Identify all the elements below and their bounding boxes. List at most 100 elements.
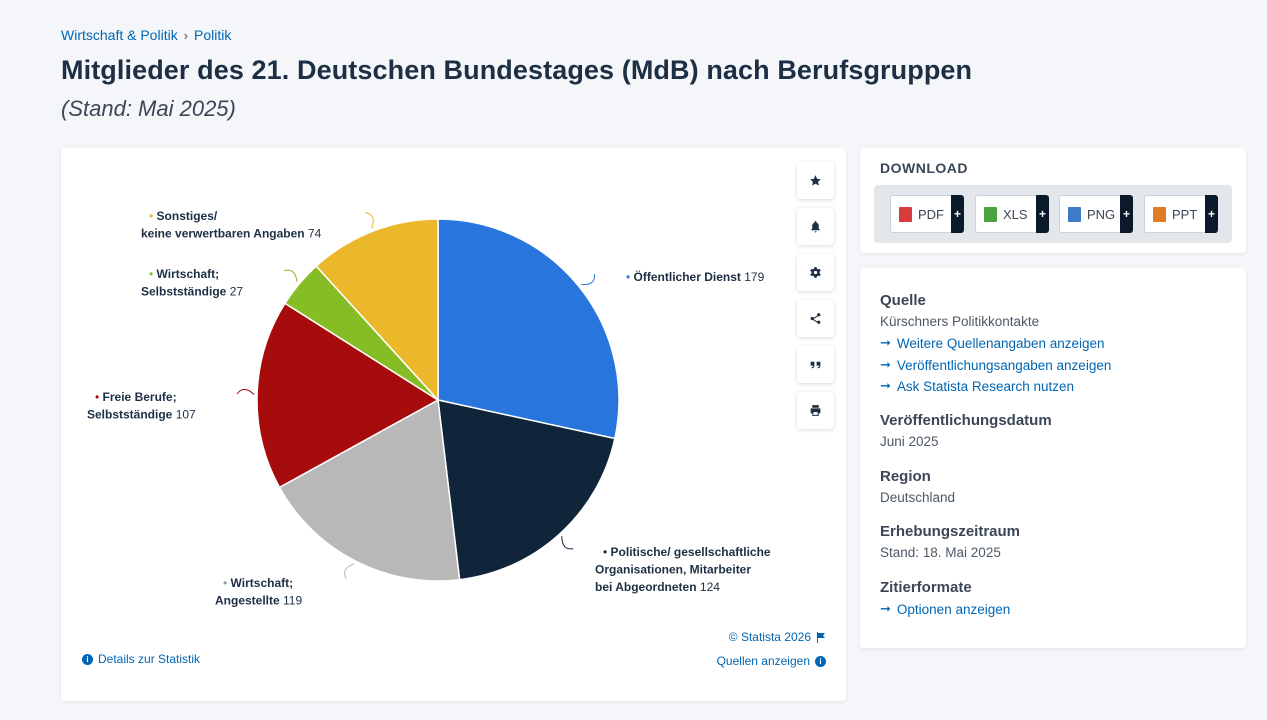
- download-ppt-label: PPT: [1172, 206, 1198, 222]
- download-title: DOWNLOAD: [880, 160, 968, 176]
- download-ppt-button[interactable]: PPT +: [1144, 195, 1218, 233]
- copyright-text: © Statista 2026: [728, 630, 811, 644]
- pie-label-text: Sonstiges/: [157, 209, 218, 223]
- pie-value-label: 124: [697, 580, 721, 594]
- legend-dot: •: [95, 390, 103, 404]
- bell-icon: [811, 221, 820, 233]
- pie-label: • Wirtschaft; Selbstständige 27: [141, 267, 243, 299]
- arrow-right-icon: ➞: [880, 601, 891, 616]
- plus-icon: +: [1036, 195, 1049, 233]
- citation-options-link[interactable]: ➞ Optionen anzeigen: [880, 601, 1010, 617]
- pie-label-text: Selbstständige: [87, 408, 173, 422]
- download-png-button[interactable]: PNG +: [1059, 195, 1133, 233]
- star-icon: [810, 175, 821, 186]
- pie-slice-politische-gesellschaftliche-organisationen-mitarbeiter-bei-abgeordneten[interactable]: [437, 399, 616, 581]
- breadcrumb-item-economy[interactable]: Wirtschaft & Politik: [61, 27, 178, 43]
- notification-button[interactable]: [797, 208, 834, 245]
- pie-label: • Sonstiges/keine verwertbaren Angaben 7…: [141, 209, 322, 241]
- sources-link-label: Quellen anzeigen: [716, 654, 810, 668]
- pie-connector-line: [344, 563, 355, 580]
- pie-label-text: Organisationen, Mitarbeiter: [595, 563, 751, 577]
- page-subtitle: (Stand: Mai 2025): [61, 96, 236, 121]
- flag-icon: [817, 631, 825, 643]
- pie-chart: • Öffentlicher Dienst 179• Politische/ g…: [87, 209, 771, 608]
- legend-dot: •: [223, 576, 231, 590]
- plus-icon: +: [1120, 195, 1133, 233]
- gear-icon: [810, 267, 821, 278]
- download-png-label: PNG: [1087, 206, 1116, 222]
- cite-button[interactable]: [797, 346, 834, 383]
- share-button[interactable]: [797, 300, 834, 337]
- pie-label: • Öffentlicher Dienst 179: [626, 269, 765, 284]
- download-xls-button[interactable]: XLS +: [975, 195, 1049, 233]
- pie-value-label: 27: [226, 285, 243, 299]
- pie-label-text: Wirtschaft;: [231, 576, 294, 590]
- favorite-button[interactable]: [797, 162, 834, 199]
- source-value: Kürschners Politikkontakte: [880, 314, 1040, 329]
- breadcrumb-item-politics[interactable]: Politik: [194, 27, 232, 43]
- print-icon: [810, 405, 821, 416]
- publication-details-label: Veröffentlichungsangaben anzeigen: [896, 357, 1112, 373]
- legend-dot: •: [149, 267, 157, 281]
- pie-label-text: Angestellte: [215, 594, 280, 608]
- arrow-right-icon: ➞: [880, 378, 891, 393]
- ask-research-label: Ask Statista Research nutzen: [896, 378, 1074, 394]
- pie-label-text: Politische/ gesellschaftliche: [611, 545, 771, 559]
- print-button[interactable]: [797, 392, 834, 429]
- pie-connector-line: [581, 273, 596, 286]
- pie-value-label: 107: [172, 408, 196, 422]
- info-icon: i: [82, 653, 93, 665]
- pie-value-label: 74: [305, 227, 322, 241]
- download-panel: DOWNLOAD PDF + XLS + PNG + PPT +: [860, 148, 1246, 253]
- pie-slice-freie-berufe-selbstständige[interactable]: [256, 302, 440, 489]
- download-xls-label: XLS: [1003, 206, 1028, 222]
- quote-icon: [810, 361, 821, 369]
- pie-connector-line: [283, 269, 298, 282]
- download-bar: PDF + XLS + PNG + PPT +: [874, 185, 1232, 243]
- citation-heading: Zitierformate: [880, 579, 972, 596]
- show-sources-link[interactable]: Quellen anzeigen i: [717, 654, 826, 668]
- pie-connector-line: [561, 536, 574, 550]
- arrow-right-icon: ➞: [880, 335, 891, 350]
- settings-button[interactable]: [797, 254, 834, 291]
- pie-label-text: Freie Berufe;: [103, 390, 177, 404]
- page-title: Mitglieder des 21. Deutschen Bundestages…: [61, 55, 973, 85]
- source-heading: Quelle: [880, 292, 926, 309]
- pie-slice-sonstiges-keine-verwertbaren-angaben[interactable]: [315, 218, 439, 402]
- pie-value-label: 119: [280, 594, 303, 608]
- breadcrumb-separator: ›: [183, 27, 189, 43]
- pie-label-text: bei Abgeordneten: [595, 580, 697, 594]
- ask-research-link[interactable]: ➞ Ask Statista Research nutzen: [880, 378, 1074, 394]
- more-sources-label: Weitere Quellenangaben anzeigen: [896, 335, 1105, 351]
- pie-connector-line: [365, 212, 374, 229]
- pie-label-text: Wirtschaft;: [157, 267, 220, 281]
- legend-dot: •: [149, 209, 157, 223]
- legend-dot: •: [626, 270, 634, 284]
- plus-icon: +: [1205, 195, 1218, 233]
- download-pdf-button[interactable]: PDF +: [890, 195, 964, 233]
- region-value: Deutschland: [880, 490, 956, 505]
- publication-details-link[interactable]: ➞ Veröffentlichungsangaben anzeigen: [880, 357, 1111, 373]
- copyright[interactable]: © Statista 2026: [729, 630, 826, 644]
- survey-period-value: Stand: 18. Mai 2025: [880, 545, 1001, 560]
- pie-label-text: Selbstständige: [141, 285, 227, 299]
- details-link-label: Details zur Statistik: [98, 652, 201, 666]
- arrow-right-icon: ➞: [880, 357, 891, 372]
- statistic-details-link[interactable]: i Details zur Statistik: [82, 652, 200, 666]
- pie-connector-line: [236, 388, 255, 395]
- pie-label: • Wirtschaft; Angestellte 119: [215, 576, 302, 608]
- pie-slice-wirtschaft-angestellte[interactable]: [278, 398, 461, 582]
- more-sources-link[interactable]: ➞ Weitere Quellenangaben anzeigen: [880, 335, 1105, 351]
- ppt-file-icon: [1153, 206, 1166, 222]
- citation-options-label: Optionen anzeigen: [896, 601, 1011, 617]
- share-icon: [810, 313, 821, 324]
- pie-label: • Politische/ gesellschaftliche Organisat…: [595, 545, 771, 594]
- survey-period-heading: Erhebungszeitraum: [880, 523, 1021, 540]
- legend-dot: •: [603, 545, 611, 559]
- info-icon: i: [815, 655, 826, 667]
- pie-label-text: Öffentlicher Dienst: [634, 269, 741, 284]
- pie-label: • Freie Berufe; Selbstständige 107: [87, 390, 196, 422]
- png-file-icon: [1068, 206, 1081, 222]
- pdf-file-icon: [899, 206, 912, 222]
- pie-slice-öffentlicher-dienst[interactable]: [437, 218, 620, 440]
